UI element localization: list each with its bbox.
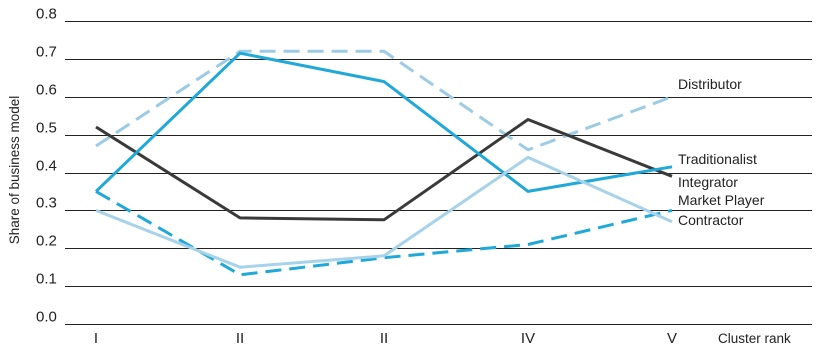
x-tick-label: IV [521, 330, 535, 347]
series-label: Traditionalist [678, 151, 757, 167]
x-tick-label: II [380, 330, 388, 347]
x-tick-label: V [667, 330, 677, 347]
y-tick-label: 0.7 [36, 44, 57, 61]
y-tick-label: 0.4 [36, 158, 57, 175]
x-tick-label: II [236, 330, 244, 347]
series-label: Market Player [678, 192, 765, 208]
y-tick-label: 0.1 [36, 271, 57, 288]
series-line-contractor [95, 155, 673, 269]
series-line-integrator [94, 51, 673, 193]
x-tick-label: I [94, 330, 98, 347]
y-axis-label: Share of business model [7, 96, 22, 245]
y-tick-label: 0.8 [36, 6, 57, 23]
series-label: Distributor [678, 76, 742, 92]
series-labels: Distributor Traditionalist Integrator Marke… [678, 76, 765, 228]
x-tick-labels: I II II IV V [94, 330, 677, 347]
y-tick-label: 0.5 [36, 120, 57, 137]
series-line-distributor [95, 49, 673, 152]
y-tick-label: 0.0 [36, 309, 57, 326]
grid-lines [65, 21, 812, 325]
series-label: Contractor [678, 212, 744, 228]
series-line-market-player [95, 190, 673, 277]
series-lines [94, 49, 673, 277]
x-axis-label: Cluster rank [718, 331, 791, 346]
series-label: Integrator [678, 174, 738, 190]
y-tick-label: 0.2 [36, 233, 57, 250]
y-tick-label: 0.3 [36, 195, 57, 212]
y-tick-label: 0.6 [36, 82, 57, 99]
series-line-traditionalist [95, 118, 673, 222]
y-tick-labels: 0.0 0.1 0.2 0.3 0.4 0.5 0.6 0.7 0.8 [36, 6, 57, 326]
